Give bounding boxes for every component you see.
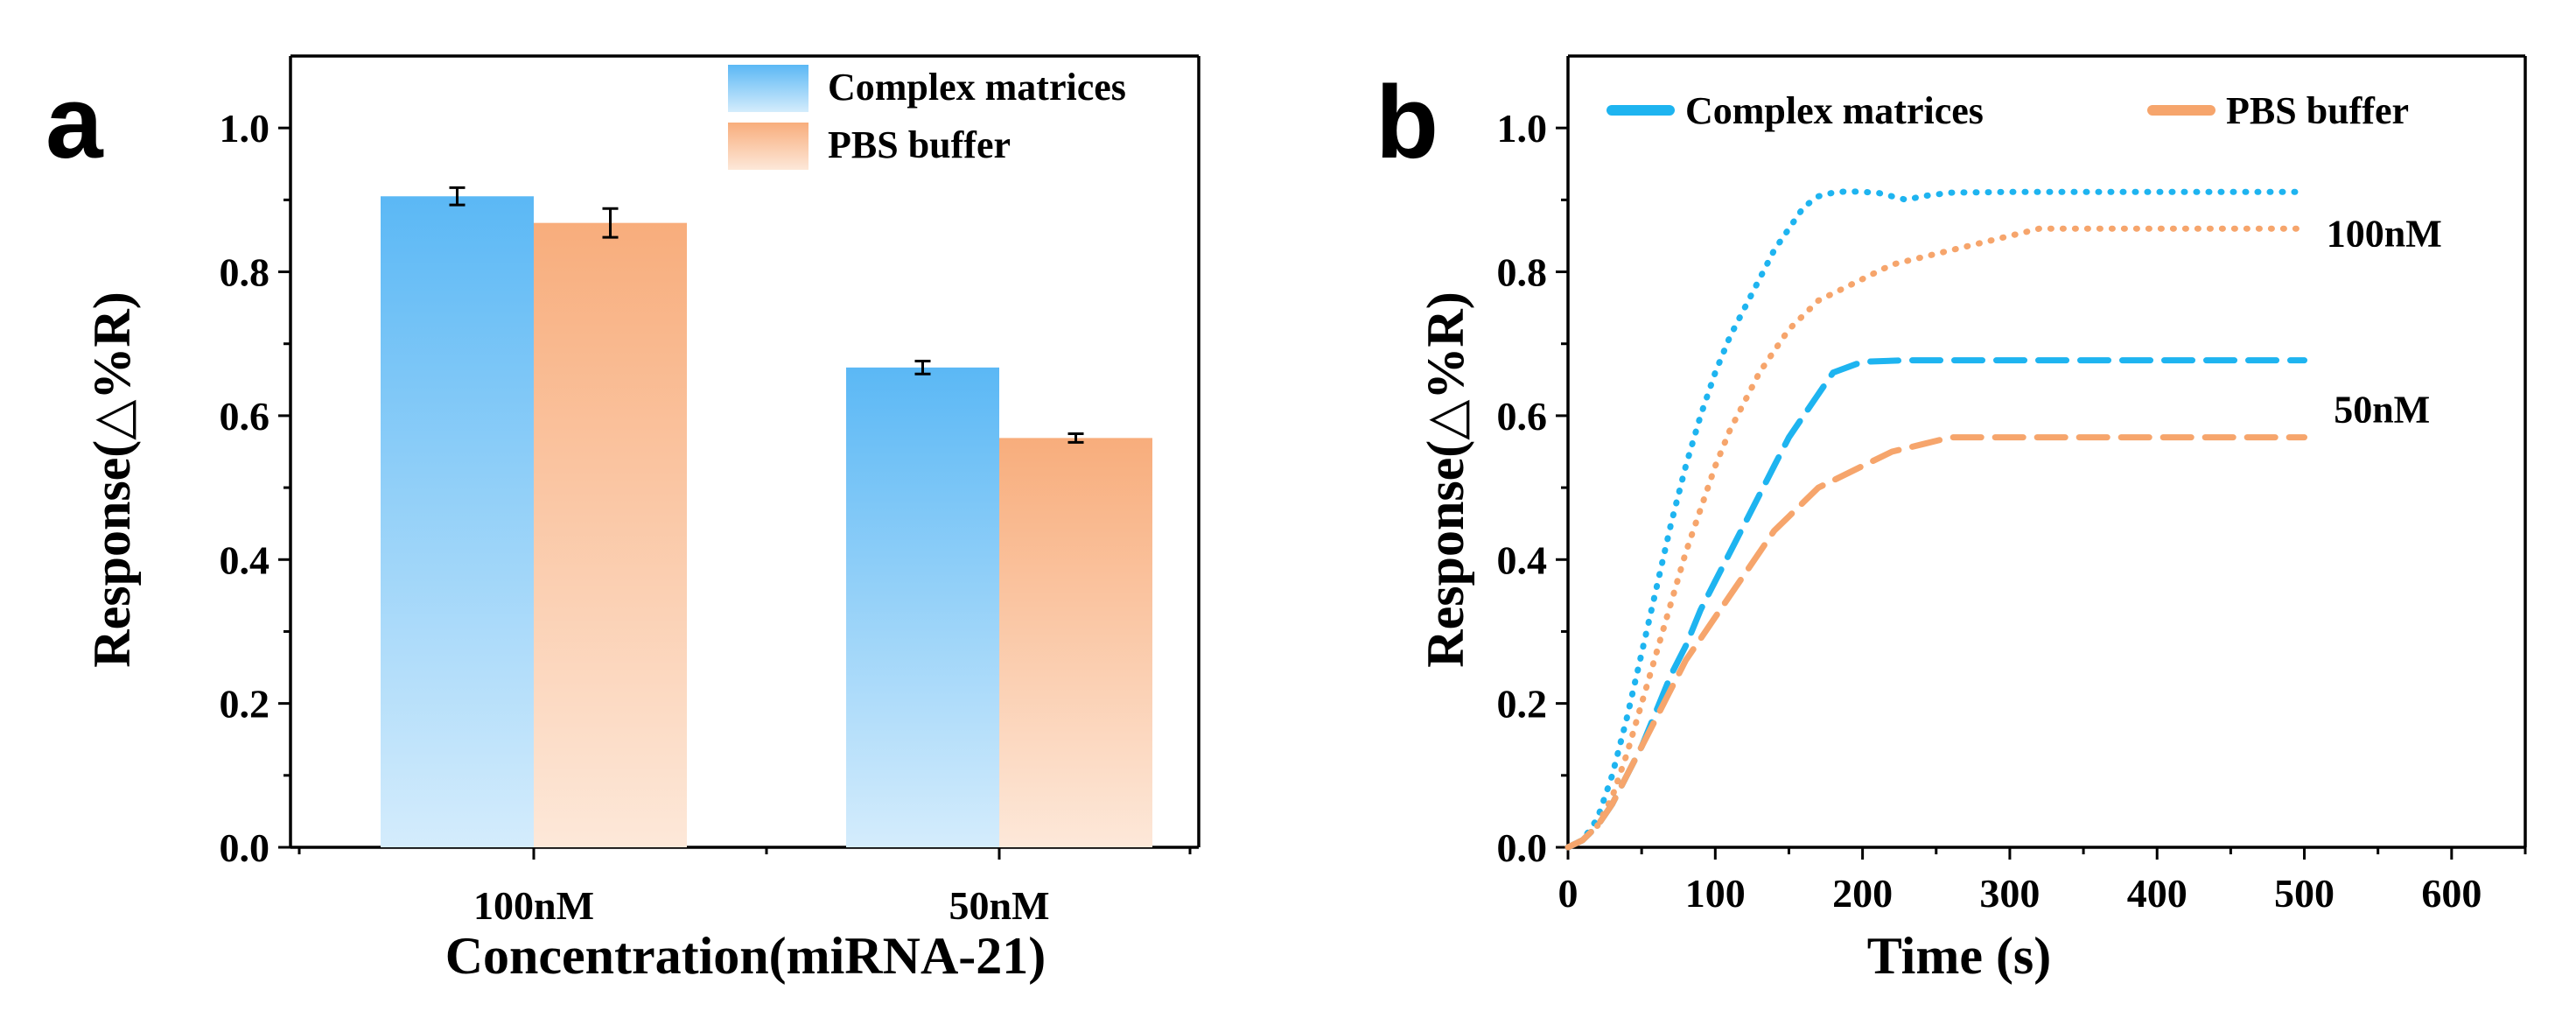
panel-a-legend-swatch: [728, 123, 808, 170]
panel-a-x-tick-label: 100nM: [473, 883, 594, 928]
panel-a-legend-label: Complex matrices: [828, 66, 1126, 109]
panel-b-legend: Complex matrices PBS buffer: [1606, 89, 2409, 132]
panel-a-legend-label: PBS buffer: [828, 123, 1011, 166]
panel-b-x-tick-label: 0: [1558, 871, 1578, 916]
panel-b-series-line: [1564, 188, 2307, 851]
panel-b-x-tick-label: 200: [1832, 871, 1893, 916]
panel-b-y-tick-label: 0.4: [1497, 537, 1548, 582]
panel-a-bar: [381, 196, 534, 848]
panel-a-legend-swatch: [728, 65, 808, 112]
panel-b-letter: b: [1376, 65, 1438, 180]
panel-b-y-tick-label: 1.0: [1497, 106, 1548, 151]
panel-b-y-axis-title: Response(△%R): [1417, 291, 1474, 667]
panel-b-annotation: 50nM: [2334, 389, 2430, 432]
panel-a-bar: [846, 367, 999, 847]
panel-b-series-line: [1564, 434, 2307, 851]
panel-b-plot: 0.0 0.2 0.4 0.6 0.8 1.0 0 100 200 300 400 500 600 100…: [1497, 54, 2527, 916]
panel-b-x-tick-label: 100: [1685, 871, 1746, 916]
panel-a-y-tick-label: 0.2: [220, 682, 270, 727]
panel-b-legend-label: PBS buffer: [2226, 89, 2409, 132]
panel-b-y-tick-label: 0.2: [1497, 682, 1548, 727]
panel-b: b 0.0 0.2 0.4 0.6 0.8 1.0 0 100 200 300 400 500 600 1…: [1376, 54, 2527, 985]
panel-a-legend: Complex matrices PBS buffer: [728, 65, 1126, 170]
panel-b-legend-label: Complex matrices: [1685, 89, 1984, 132]
panel-b-x-tick-label: 400: [2127, 871, 2188, 916]
panel-b-x-tick-label: 300: [1979, 871, 2040, 916]
panel-b-y-tick-label: 0.0: [1497, 825, 1548, 870]
panel-a-y-tick-label: 0.0: [220, 825, 270, 870]
panel-b-y-tick-label: 0.6: [1497, 394, 1548, 439]
panel-a-x-tick-label: 50nM: [949, 883, 1050, 928]
panel-a-y-tick-label: 1.0: [220, 106, 270, 151]
panel-a: a 0.0 0.2 0.4 0.6 0.8 1.0 100nM 50nM Complex ma…: [46, 54, 1200, 985]
panel-b-series-line: [1564, 225, 2307, 851]
panel-b-x-tick-label: 600: [2421, 871, 2482, 916]
panel-b-series-line: [1564, 357, 2307, 851]
panel-a-y-axis-title: Response(△%R): [83, 291, 141, 667]
panel-a-plot: 0.0 0.2 0.4 0.6 0.8 1.0 100nM 50nM: [220, 54, 1200, 928]
panel-b-x-tick-label: 500: [2274, 871, 2334, 916]
panel-b-x-axis-title: Time (s): [1867, 927, 2052, 985]
panel-b-annotation: 100nM: [2327, 212, 2442, 255]
panel-a-y-tick-label: 0.4: [220, 537, 270, 582]
panel-b-y-tick-label: 0.8: [1497, 250, 1548, 295]
panel-a-bar: [534, 222, 687, 848]
panel-a-bar: [999, 438, 1152, 847]
panel-a-x-axis-title: Concentration(miRNA-21): [445, 927, 1046, 985]
panel-a-y-tick-label: 0.8: [220, 250, 270, 295]
panel-a-letter: a: [46, 65, 104, 180]
panel-a-y-tick-label: 0.6: [220, 394, 270, 439]
